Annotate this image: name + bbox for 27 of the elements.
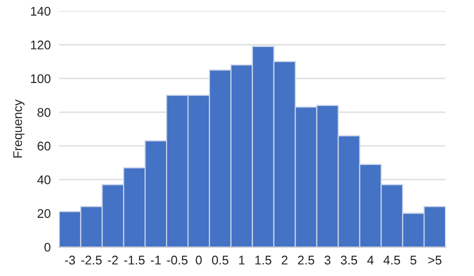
x-tick-label: 2.5 bbox=[298, 256, 314, 265]
y-tick-label: 0 bbox=[44, 242, 50, 252]
x-tick-label: 0.5 bbox=[212, 256, 228, 265]
x-tick-label: >5 bbox=[428, 256, 442, 265]
y-tick-label: 60 bbox=[38, 142, 50, 151]
x-tick-label: -2 bbox=[108, 256, 118, 264]
y-tick-label: 20 bbox=[38, 209, 50, 218]
x-tick-label: -3 bbox=[64, 256, 75, 265]
x-tick-label: 5 bbox=[410, 256, 416, 265]
y-axis-title: Frequency bbox=[13, 100, 25, 158]
x-tick-label: -1 bbox=[150, 256, 161, 264]
x-tick-label: 1 bbox=[239, 256, 245, 264]
y-tick-label: 120 bbox=[31, 40, 50, 50]
x-tick-label: 0 bbox=[196, 256, 202, 265]
x-tick-label: 2 bbox=[282, 256, 288, 264]
x-tick-label: 4.5 bbox=[384, 256, 400, 265]
x-tick-label: -1.5 bbox=[124, 256, 145, 265]
x-tick-label: 1.5 bbox=[255, 256, 272, 265]
x-tick-label: 4 bbox=[367, 256, 374, 264]
x-tick-label: 3 bbox=[324, 256, 330, 265]
x-tick-label: -2.5 bbox=[81, 256, 102, 265]
y-tick-label: 40 bbox=[37, 175, 50, 184]
y-tick-label: 100 bbox=[31, 74, 50, 84]
x-tick-label: 3.5 bbox=[340, 256, 358, 265]
y-tick-label: 80 bbox=[38, 108, 50, 117]
x-tick-label: -0.5 bbox=[167, 256, 188, 265]
y-tick-label: 140 bbox=[31, 6, 50, 16]
